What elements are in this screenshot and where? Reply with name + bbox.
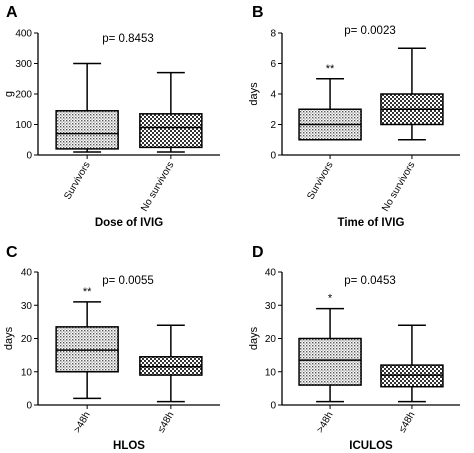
x-category-label: No survivors: [380, 160, 417, 214]
y-tick-label: 4: [270, 90, 276, 101]
y-tick-label: 400: [15, 29, 32, 40]
box-iqr: [298, 337, 362, 386]
box-iqr: [55, 110, 119, 150]
box-iqr: [380, 364, 444, 388]
y-tick-label: 300: [15, 59, 32, 70]
x-category-label: Survivors: [305, 160, 335, 202]
x-category-label: >48h: [72, 410, 93, 435]
y-tick-label: 100: [15, 120, 32, 131]
panel-b: Bp= 0.0023 0 2 4 6 8 days ** Survivors No survivo…: [248, 4, 460, 229]
x-axis-label: Dose of IVIG: [95, 217, 163, 229]
panel-letter: B: [252, 4, 264, 21]
panel-c: Cp= 0.0055 0 10 20 30 40 days ** >48h ≤48h HLOS: [3, 244, 220, 452]
y-tick-label: 40: [265, 268, 277, 279]
y-axis-label: g: [3, 91, 15, 97]
y-tick-label: 6: [270, 59, 276, 70]
p-value: p= 0.0055: [102, 275, 153, 287]
y-tick-label: 0: [270, 151, 276, 162]
y-tick-label: 0: [26, 401, 32, 412]
y-tick-label: 200: [15, 90, 32, 101]
y-tick-label: 40: [21, 268, 33, 279]
y-tick-label: 10: [265, 367, 277, 378]
x-category-label: No survivors: [139, 160, 176, 214]
y-axis-label: days: [248, 326, 260, 350]
y-tick-label: 2: [270, 120, 276, 131]
panel-d: Dp= 0.0453 0 10 20 30 40 days * >48h ≤48h ICULOS: [248, 244, 460, 452]
p-value: p= 0.0023: [344, 25, 395, 37]
p-value: p= 0.0453: [344, 275, 395, 287]
box-iqr: [139, 113, 203, 149]
x-category-label: ≤48h: [156, 410, 177, 435]
y-tick-label: 20: [265, 334, 277, 345]
y-tick-label: 20: [21, 334, 33, 345]
x-axis-label: ICULOS: [349, 440, 393, 452]
x-category-label: ≤48h: [397, 410, 418, 435]
significance-marker: *: [328, 293, 333, 305]
y-tick-label: 0: [26, 151, 32, 162]
p-value: p= 0.8453: [102, 33, 153, 45]
y-tick-label: 10: [21, 367, 33, 378]
panel-letter: A: [6, 4, 18, 21]
panel-letter: D: [252, 244, 264, 261]
y-tick-label: 8: [270, 29, 276, 40]
box-iqr: [55, 326, 119, 373]
significance-marker: **: [83, 286, 92, 298]
x-category-label: Survivors: [62, 160, 92, 202]
significance-marker: **: [326, 63, 335, 75]
y-axis-label: days: [248, 82, 260, 106]
panel-letter: C: [6, 244, 18, 261]
x-category-label: >48h: [315, 410, 336, 435]
y-tick-label: 0: [270, 401, 276, 412]
y-tick-label: 30: [21, 301, 33, 312]
y-axis-label: days: [3, 326, 15, 350]
x-axis-label: Time of IVIG: [338, 217, 405, 229]
box-iqr: [139, 356, 203, 376]
y-tick-label: 30: [265, 301, 277, 312]
panel-a: Ap= 0.8453 0 100 200 300 400 g Survivors No surv…: [3, 4, 220, 229]
x-axis-label: HLOS: [113, 440, 145, 452]
